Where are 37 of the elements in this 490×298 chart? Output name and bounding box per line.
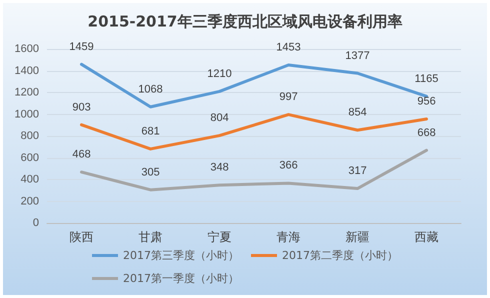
data-label: 366: [279, 160, 298, 172]
y-tick-label: 1600: [14, 43, 39, 55]
legend-label: 2017第三季度（小时）: [123, 249, 240, 262]
data-label: 1165: [414, 72, 438, 85]
data-label: 997: [279, 91, 298, 104]
data-label: 804: [210, 112, 229, 124]
y-tick-label: 200: [20, 195, 39, 208]
y-tick-label: 800: [20, 130, 39, 142]
data-label: 1210: [207, 68, 232, 80]
data-label: 681: [141, 125, 160, 138]
data-label: 1453: [276, 41, 301, 54]
legend-label: 2017第一季度（小时）: [123, 272, 240, 285]
data-label: 317: [348, 165, 367, 178]
data-label: 1459: [69, 40, 94, 53]
x-tick-label: 西藏: [414, 230, 438, 244]
data-label: 348: [210, 162, 229, 174]
data-label: 668: [417, 126, 436, 139]
y-tick-label: 1400: [14, 64, 39, 77]
y-tick-label: 1200: [14, 86, 39, 98]
x-tick-label: 宁夏: [208, 230, 232, 244]
data-label: 1068: [138, 83, 163, 96]
data-label: 1377: [345, 50, 370, 62]
data-label: 468: [72, 148, 91, 161]
data-label: 903: [72, 101, 91, 114]
legend-label: 2017第二季度（小时）: [282, 249, 398, 262]
x-tick-label: 甘肃: [138, 230, 162, 244]
x-tick-label: 陕西: [70, 230, 94, 244]
data-label: 305: [141, 166, 160, 178]
y-tick-label: 0: [32, 217, 39, 229]
y-tick-label: 400: [20, 174, 39, 186]
chart-title: 2015-2017年三季度西北区域风电设备利用率: [88, 12, 402, 30]
y-tick-label: 1000: [14, 108, 39, 120]
x-tick-label: 新疆: [346, 230, 370, 244]
x-tick-label: 青海: [276, 230, 300, 244]
y-tick-label: 600: [20, 152, 39, 164]
data-label: 854: [348, 106, 367, 119]
data-label: 956: [417, 96, 436, 108]
